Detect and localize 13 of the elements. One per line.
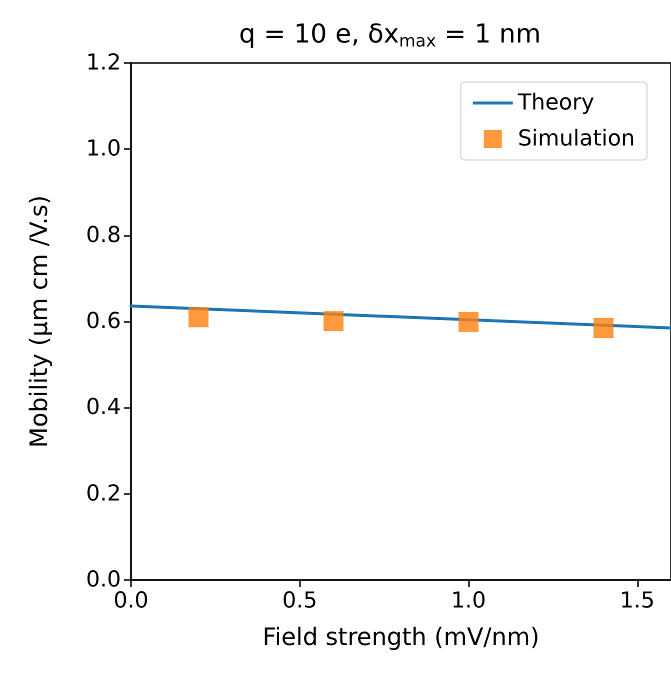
y-tick-label: 0.8 [86, 222, 121, 248]
legend-label: Simulation [518, 126, 635, 152]
legend-label: Theory [516, 90, 594, 116]
y-tick-label: 0.6 [86, 309, 121, 334]
x-tick-label: 1.0 [451, 588, 486, 614]
y-tick-label: 1.2 [86, 50, 121, 76]
x-tick-label: 0.5 [282, 588, 318, 614]
y-tick-label: 0.4 [86, 395, 121, 420]
y-tick-label: 1.0 [86, 136, 121, 162]
y-tick-label: 0.2 [86, 481, 121, 506]
x-axis-title: Field strength (mV/nm) [262, 623, 540, 651]
x-tick-label: 1.5 [620, 588, 655, 614]
y-axis-title: Mobility (μm cm /V.s) [25, 195, 53, 448]
